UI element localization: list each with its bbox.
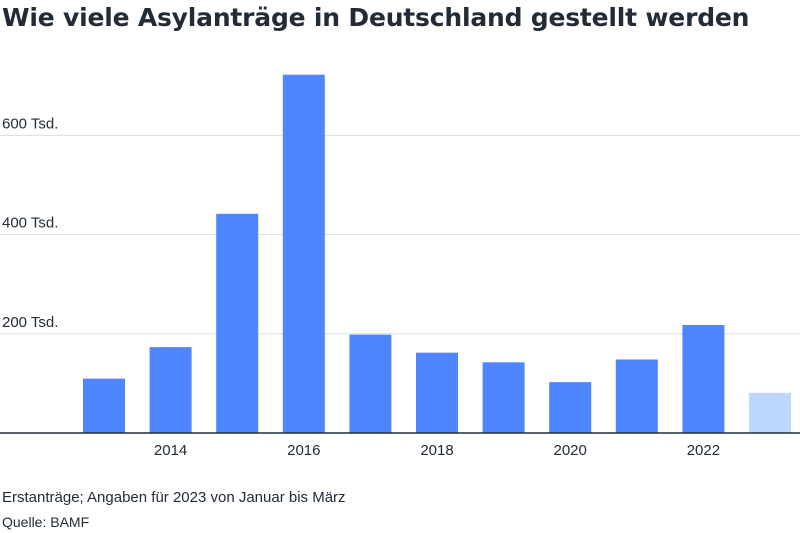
chart-area: 200 Tsd. 400 Tsd. 600 Tsd. 2014 2016 2018 202… <box>0 40 800 480</box>
y-tick-label-600000: 600 Tsd. <box>2 115 58 132</box>
bar-2018 <box>416 352 458 433</box>
bar-2016 <box>282 74 325 434</box>
bar-2022 <box>682 324 725 433</box>
y-tick-label-400000: 400 Tsd. <box>2 215 58 232</box>
x-tick-label-2014: 2014 <box>154 442 187 459</box>
bar-2017 <box>349 334 392 433</box>
chart-footnote: Erstanträge; Angaben für 2023 von Januar… <box>2 489 346 506</box>
chart-source: Quelle: BAMF <box>2 514 90 530</box>
bar-2019 <box>482 362 525 433</box>
bar-2020 <box>549 382 592 433</box>
x-tick-label-2022: 2022 <box>687 442 720 459</box>
gridlines <box>0 134 800 335</box>
x-axis-tick-labels: 2014 2016 2018 2020 2022 <box>154 442 720 459</box>
x-tick-label-2016: 2016 <box>287 442 320 459</box>
bar-2021 <box>615 359 658 433</box>
y-axis-tick-labels: 200 Tsd. 400 Tsd. 600 Tsd. <box>2 115 58 330</box>
chart-title: Wie viele Asylanträge in Deutschland ges… <box>2 3 750 32</box>
bars <box>83 74 791 434</box>
y-tick-label-200000: 200 Tsd. <box>2 314 58 331</box>
bar-2015 <box>216 213 259 433</box>
bar-2023 <box>749 392 791 433</box>
bar-2013 <box>83 378 125 433</box>
bar-chart: 200 Tsd. 400 Tsd. 600 Tsd. 2014 2016 2018 202… <box>0 74 800 459</box>
x-tick-label-2020: 2020 <box>554 442 587 459</box>
x-tick-label-2018: 2018 <box>420 442 453 459</box>
bar-2014 <box>149 347 192 433</box>
